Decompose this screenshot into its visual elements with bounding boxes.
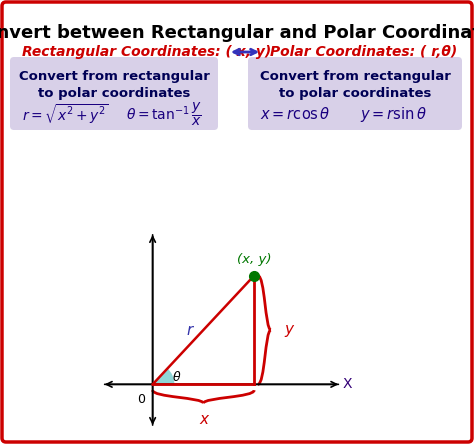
Text: Convert from rectangular
to polar coordinates: Convert from rectangular to polar coordi… bbox=[260, 70, 450, 100]
Text: (x, y): (x, y) bbox=[237, 253, 272, 266]
Text: 0: 0 bbox=[137, 393, 146, 406]
Text: Convert from rectangular
to polar coordinates: Convert from rectangular to polar coordi… bbox=[18, 70, 210, 100]
Text: r: r bbox=[186, 323, 193, 338]
Text: $y=r\sin\theta$: $y=r\sin\theta$ bbox=[360, 104, 427, 123]
Text: y: y bbox=[284, 322, 293, 337]
Text: $x=r\cos\theta$: $x=r\cos\theta$ bbox=[260, 106, 331, 122]
Text: $r=\sqrt{x^{2}+y^{2}}$: $r=\sqrt{x^{2}+y^{2}}$ bbox=[22, 102, 109, 126]
Text: x: x bbox=[199, 412, 208, 427]
Text: $\theta$: $\theta$ bbox=[172, 370, 181, 384]
Text: Polar Coordinates: ( r,θ): Polar Coordinates: ( r,θ) bbox=[270, 45, 457, 59]
Text: Convert between Rectangular and Polar Coordinates: Convert between Rectangular and Polar Co… bbox=[0, 24, 474, 42]
FancyBboxPatch shape bbox=[248, 57, 462, 130]
Text: X: X bbox=[343, 377, 352, 391]
Wedge shape bbox=[153, 369, 174, 385]
Text: Rectangular Coordinates: ( x, y): Rectangular Coordinates: ( x, y) bbox=[22, 45, 271, 59]
Text: $\theta=\tan^{-1}\dfrac{y}{x}$: $\theta=\tan^{-1}\dfrac{y}{x}$ bbox=[126, 100, 202, 128]
FancyBboxPatch shape bbox=[10, 57, 218, 130]
